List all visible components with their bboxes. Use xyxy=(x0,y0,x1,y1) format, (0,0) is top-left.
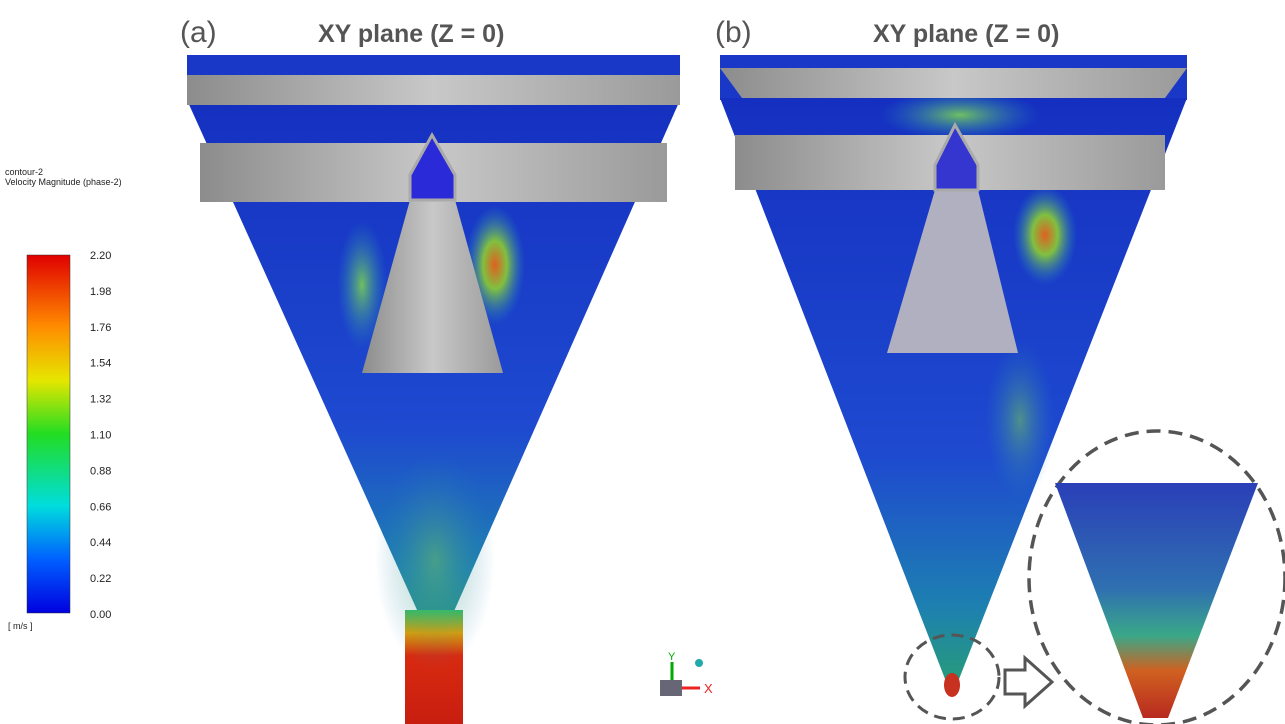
cone xyxy=(887,190,1018,353)
legend-unit: [ m/s ] xyxy=(8,621,33,631)
panel-title: XY plane (Z = 0) xyxy=(873,20,1059,48)
colorbar-tick-label: 1.98 xyxy=(90,286,111,298)
panel-title: XY plane (Z = 0) xyxy=(318,20,504,48)
colorbar xyxy=(26,254,71,614)
zoom-circle xyxy=(903,633,1001,721)
legend-name: contour-2 xyxy=(5,167,43,177)
axis-triad: Y X xyxy=(660,651,713,696)
nozzle xyxy=(933,121,980,192)
axis-label: Y xyxy=(668,651,676,663)
colorbar-tick-label: 1.54 xyxy=(90,358,111,370)
colorbar-tick-label: 0.44 xyxy=(90,537,111,549)
inset-funnel xyxy=(1055,483,1258,718)
nozzle xyxy=(408,131,457,202)
axis-label: X xyxy=(704,681,713,696)
colorbar-tick-label: 0.66 xyxy=(90,501,111,513)
colorbar-tick-label: 0.22 xyxy=(90,573,111,585)
colorbar-tick-label: 1.76 xyxy=(90,322,111,334)
velocity-zone xyxy=(880,90,1040,140)
colorbar-tick-label: 1.10 xyxy=(90,430,111,442)
colorbar-tick-label: 1.32 xyxy=(90,394,111,406)
funnel xyxy=(187,100,680,652)
colorbar-tick-label: 2.20 xyxy=(90,250,111,262)
velocity-zone xyxy=(375,450,495,670)
gray-bar xyxy=(187,75,680,105)
velocity-zone xyxy=(337,220,387,350)
outlet-zone xyxy=(944,673,960,697)
zoom-arrow xyxy=(1003,654,1055,710)
gray-bar xyxy=(720,68,1187,98)
velocity-zone xyxy=(1013,185,1077,285)
colorbar-tick-label: 0.88 xyxy=(90,465,111,477)
colorbar-tick-label: 0.00 xyxy=(90,609,111,621)
panel-label: (a) xyxy=(180,16,217,49)
cone xyxy=(362,200,503,373)
velocity-zone xyxy=(985,340,1055,500)
panel-label: (b) xyxy=(715,16,752,49)
legend-quantity: Velocity Magnitude (phase-2) xyxy=(5,177,122,187)
